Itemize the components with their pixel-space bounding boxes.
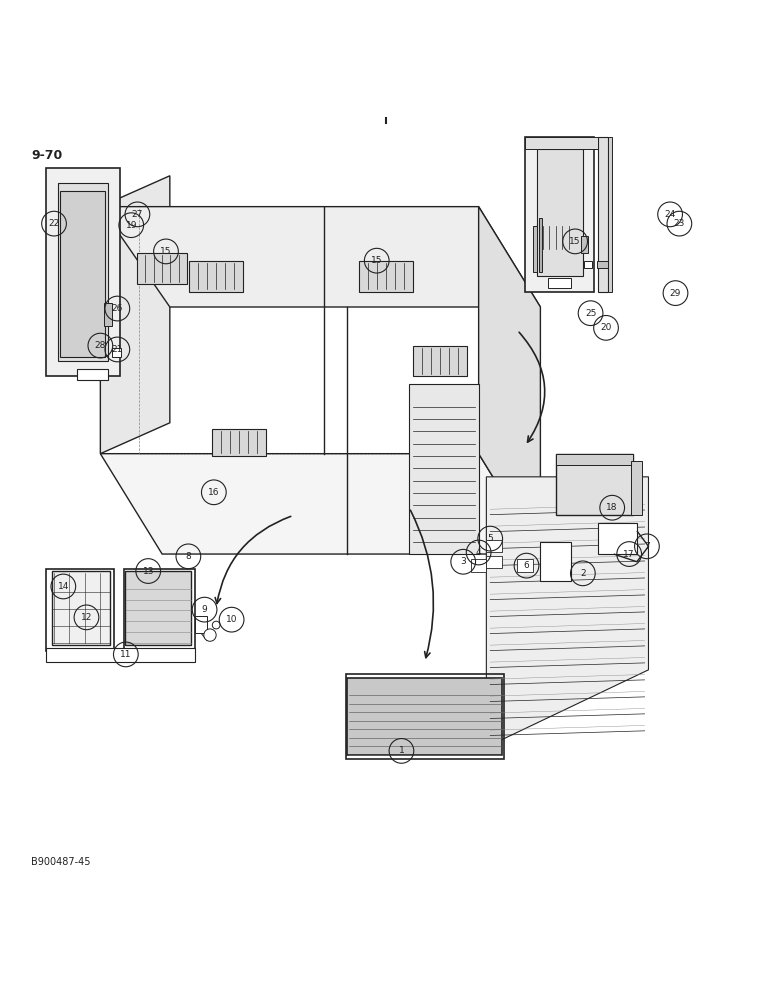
Text: 10: 10 bbox=[226, 615, 237, 624]
Bar bbox=[581, 236, 588, 253]
Text: 12: 12 bbox=[81, 613, 92, 622]
Text: 16: 16 bbox=[208, 488, 219, 497]
Text: 19: 19 bbox=[126, 221, 137, 230]
Bar bbox=[608, 137, 612, 292]
Polygon shape bbox=[100, 176, 170, 454]
Bar bbox=[125, 571, 191, 645]
Bar bbox=[60, 191, 105, 357]
Bar bbox=[137, 253, 187, 284]
Bar bbox=[346, 674, 504, 759]
Bar bbox=[77, 369, 108, 380]
Text: 15: 15 bbox=[371, 256, 382, 265]
Text: 8: 8 bbox=[185, 552, 191, 561]
Bar bbox=[548, 278, 571, 288]
Text: 21: 21 bbox=[112, 345, 123, 354]
Text: 4: 4 bbox=[476, 548, 482, 557]
Circle shape bbox=[212, 621, 220, 629]
FancyArrowPatch shape bbox=[411, 510, 434, 658]
FancyArrowPatch shape bbox=[519, 332, 545, 442]
Text: 7: 7 bbox=[644, 542, 650, 551]
Polygon shape bbox=[479, 207, 540, 554]
Text: 26: 26 bbox=[112, 304, 123, 313]
Bar bbox=[52, 571, 110, 645]
Text: 6: 6 bbox=[523, 561, 530, 570]
Bar bbox=[525, 137, 598, 149]
Text: 28: 28 bbox=[95, 341, 106, 350]
Bar bbox=[597, 261, 608, 268]
Bar bbox=[195, 616, 207, 633]
Bar bbox=[413, 346, 467, 376]
Text: 22: 22 bbox=[49, 219, 59, 228]
Text: 18: 18 bbox=[607, 503, 618, 512]
Text: 15: 15 bbox=[570, 237, 581, 246]
Bar bbox=[556, 454, 633, 465]
Bar bbox=[598, 523, 637, 554]
Bar bbox=[598, 137, 608, 292]
Bar bbox=[212, 429, 266, 456]
Bar bbox=[533, 226, 537, 272]
Bar bbox=[537, 224, 575, 251]
Text: 9-70: 9-70 bbox=[31, 149, 62, 162]
Bar bbox=[112, 348, 121, 357]
Text: 11: 11 bbox=[120, 650, 131, 659]
Bar bbox=[104, 303, 112, 326]
Text: 17: 17 bbox=[624, 550, 635, 559]
Bar bbox=[46, 569, 114, 651]
Polygon shape bbox=[100, 207, 540, 307]
Polygon shape bbox=[556, 454, 633, 515]
Bar bbox=[517, 559, 533, 572]
Bar bbox=[540, 542, 571, 581]
Bar bbox=[486, 556, 502, 568]
Polygon shape bbox=[46, 168, 120, 376]
Polygon shape bbox=[525, 137, 594, 292]
Text: 13: 13 bbox=[143, 567, 154, 576]
Bar bbox=[189, 261, 243, 292]
FancyArrowPatch shape bbox=[215, 516, 291, 604]
Bar bbox=[631, 461, 642, 515]
Bar bbox=[359, 261, 413, 292]
Text: 23: 23 bbox=[674, 219, 685, 228]
Bar bbox=[46, 648, 195, 662]
Text: 2: 2 bbox=[580, 569, 586, 578]
Bar bbox=[347, 678, 502, 755]
Text: 27: 27 bbox=[132, 210, 143, 219]
Polygon shape bbox=[409, 384, 479, 554]
Text: 5: 5 bbox=[487, 534, 493, 543]
Text: 3: 3 bbox=[460, 557, 466, 566]
Text: 20: 20 bbox=[601, 323, 611, 332]
Text: 9: 9 bbox=[201, 605, 208, 614]
Text: 15: 15 bbox=[161, 247, 171, 256]
Text: 24: 24 bbox=[665, 210, 676, 219]
Bar bbox=[539, 218, 542, 272]
Polygon shape bbox=[486, 477, 648, 747]
Text: B900487-45: B900487-45 bbox=[31, 857, 90, 867]
Text: 14: 14 bbox=[58, 582, 69, 591]
Polygon shape bbox=[100, 454, 540, 554]
Polygon shape bbox=[537, 149, 583, 276]
Text: 1: 1 bbox=[398, 746, 405, 755]
Text: 25: 25 bbox=[585, 309, 596, 318]
Bar bbox=[471, 559, 486, 572]
Bar bbox=[584, 261, 592, 268]
Polygon shape bbox=[58, 183, 108, 361]
Circle shape bbox=[204, 629, 216, 641]
Text: 29: 29 bbox=[670, 289, 681, 298]
Bar bbox=[486, 540, 502, 552]
Bar bbox=[124, 569, 195, 651]
